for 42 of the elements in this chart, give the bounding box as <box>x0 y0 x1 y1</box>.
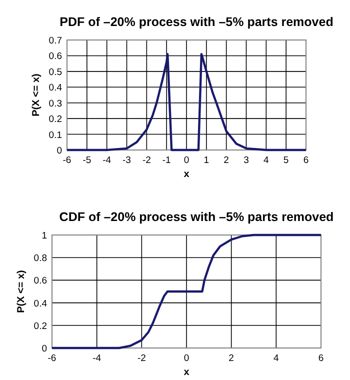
x-tick-label: 1 <box>204 155 210 166</box>
chart-title: CDF of –20% process with –5% parts removed <box>59 210 334 224</box>
y-tick-label: 0.6 <box>34 276 47 287</box>
chart-title: PDF of –20% process with –5% parts removed <box>60 15 334 29</box>
y-tick-label: 0 <box>56 146 62 156</box>
x-tick-label: 0 <box>184 155 190 166</box>
x-tick-label: 4 <box>264 155 269 166</box>
x-axis-title: x <box>184 367 190 378</box>
line-series <box>50 234 322 350</box>
line-series <box>66 53 308 152</box>
x-tick-label: -4 <box>102 155 112 166</box>
x-tick-label: -2 <box>137 353 146 364</box>
y-tick-label: 0 <box>42 344 47 354</box>
x-tick-label: -6 <box>48 353 56 364</box>
y-tick-label: 1 <box>42 230 47 242</box>
x-tick-label: -3 <box>122 155 131 166</box>
y-tick-label: 0.1 <box>48 130 62 141</box>
y-tick-label: 0.5 <box>48 66 62 78</box>
y-axis-title: P(X <= x) <box>31 74 42 116</box>
x-axis-title: x <box>184 169 190 180</box>
y-axis-title: P(X <= x) <box>16 270 27 313</box>
y-tick-label: 0.2 <box>34 320 47 332</box>
y-tick-label: 0.4 <box>48 82 62 94</box>
x-tick-label: 6 <box>303 155 309 166</box>
y-tick-label: 0.2 <box>48 114 62 126</box>
y-tick-label: 0.7 <box>48 36 62 46</box>
y-tick-label: 0.4 <box>34 298 47 310</box>
x-tick-label: 3 <box>244 155 249 166</box>
x-tick-label: 0 <box>184 353 190 364</box>
x-tick-label: 6 <box>318 353 324 364</box>
x-tick-label: -1 <box>162 155 171 166</box>
x-tick-label: 5 <box>283 155 289 166</box>
y-tick-label: 0.8 <box>34 253 47 264</box>
x-tick-label: 4 <box>274 353 279 364</box>
y-tick-label: 0.6 <box>48 51 62 62</box>
x-tick-label: 2 <box>228 353 234 364</box>
y-tick-label: 0.3 <box>48 98 62 110</box>
x-tick-label: -5 <box>82 155 92 166</box>
x-tick-label: -4 <box>92 353 102 364</box>
x-tick-label: -2 <box>142 155 151 166</box>
x-tick-label: -6 <box>62 155 72 166</box>
x-tick-label: 2 <box>224 155 229 166</box>
